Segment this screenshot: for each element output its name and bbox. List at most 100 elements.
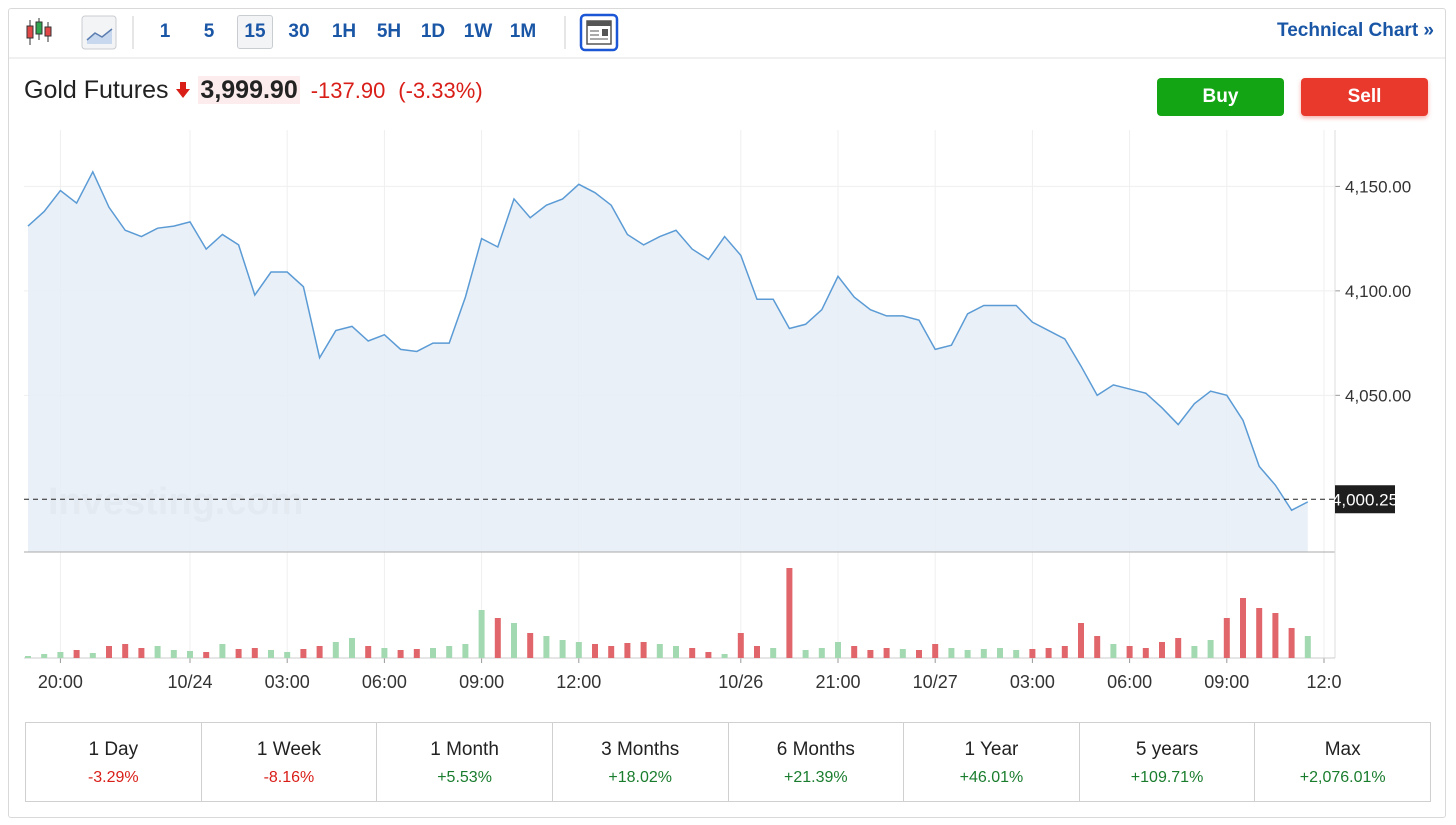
volume-bar — [89, 653, 96, 658]
volume-bar — [219, 644, 226, 658]
volume-bar — [413, 649, 420, 658]
layout-icon[interactable] — [579, 13, 619, 52]
volume-bar — [948, 648, 955, 658]
volume-bar — [656, 644, 663, 658]
volume-bar — [835, 642, 841, 658]
volume-bar — [559, 640, 566, 658]
volume-bar — [1175, 638, 1182, 658]
volume-bar — [608, 646, 615, 658]
performance-cell[interactable]: 6 Months +21.39% — [729, 723, 905, 801]
interval-button[interactable]: 5 — [203, 21, 215, 42]
volume-bar — [997, 648, 1003, 658]
performance-cell[interactable]: 1 Year +46.01% — [904, 723, 1080, 801]
performance-cell[interactable]: 1 Month +5.53% — [377, 723, 553, 801]
volume-bar — [446, 646, 453, 658]
volume-bar — [575, 642, 582, 658]
volume-bar — [1094, 636, 1101, 658]
volume-bar — [138, 648, 145, 658]
performance-cell[interactable]: 3 Months +18.02% — [553, 723, 729, 801]
volume-bar — [543, 636, 550, 658]
volume-bar — [235, 649, 242, 658]
interval-button[interactable]: 1H — [331, 21, 357, 42]
y-tick-label: 4,050.00 — [1345, 386, 1411, 405]
volume-bar — [1029, 649, 1036, 658]
volume-bar — [802, 650, 809, 658]
widget — [8, 8, 1446, 818]
candlestick-icon[interactable] — [26, 18, 52, 45]
volume-bar — [462, 644, 469, 658]
volume-bar — [964, 650, 971, 658]
volume-bar — [1288, 628, 1295, 658]
x-tick-label: 06:00 — [362, 672, 407, 692]
volume-bar — [251, 648, 258, 658]
price-chart: 20:00 10/24 03:00 06:00 09:00 12:00 10/26 21:00… — [24, 130, 1411, 692]
period-change: -8.16% — [263, 769, 315, 786]
volume-bar — [1126, 646, 1133, 658]
volume-bar — [268, 650, 274, 658]
sell-button[interactable]: Sell — [1301, 78, 1428, 116]
y-tick-label: 4,150.00 — [1345, 177, 1411, 196]
volume-bar — [122, 644, 129, 658]
performance-cell[interactable]: 1 Week -8.16% — [202, 723, 378, 801]
volume-bar — [689, 648, 696, 658]
volume-bar — [1223, 618, 1230, 658]
volume-bar — [1110, 644, 1117, 658]
interval-button[interactable]: 1W — [463, 21, 493, 42]
volume-bar — [883, 648, 890, 658]
period-label: 1 Month — [430, 739, 499, 760]
volume-bar — [106, 646, 112, 658]
volume-bar — [494, 618, 501, 658]
y-tick-label: 4,100.00 — [1345, 282, 1411, 301]
period-label: 1 Week — [256, 739, 321, 760]
volume-bar — [1240, 598, 1246, 658]
x-tick-label: 12:0 — [1306, 672, 1341, 692]
volume-bar — [932, 644, 939, 658]
volume-bar — [73, 650, 80, 658]
price-change-percent: (-3.33%) — [398, 78, 483, 103]
volume-bar — [721, 654, 728, 658]
period-label: 6 Months — [776, 739, 855, 760]
buy-button[interactable]: Buy — [1157, 78, 1284, 116]
down-arrow — [176, 82, 191, 98]
interval-button[interactable]: 1 — [159, 21, 171, 42]
volume-bar — [851, 646, 858, 658]
volume-bar — [737, 633, 744, 658]
toolbar-icons — [9, 13, 1445, 59]
volume-bar — [1061, 646, 1068, 658]
volume-bar — [381, 648, 388, 658]
interval-button[interactable]: 30 — [288, 21, 310, 42]
performance-cell[interactable]: 5 years +109.71% — [1080, 723, 1256, 801]
volume-bar — [640, 642, 647, 658]
technical-chart-link[interactable]: Technical Chart » — [1277, 20, 1434, 41]
x-tick-label: 03:00 — [265, 672, 310, 692]
x-tick-label: 10/24 — [167, 672, 212, 692]
period-change: +5.53% — [437, 769, 492, 786]
instrument-name: Gold Futures — [24, 76, 169, 104]
period-label: 1 Year — [964, 739, 1019, 760]
line-chart-icon[interactable] — [81, 15, 117, 50]
volume-bar — [511, 623, 517, 658]
interval-button[interactable]: 15 — [237, 15, 273, 49]
volume-bar — [203, 652, 210, 658]
performance-cell[interactable]: Max +2,076.01% — [1255, 723, 1430, 801]
period-change: +2,076.01% — [1299, 769, 1386, 786]
volume-bar — [770, 648, 777, 658]
period-change: +21.39% — [784, 769, 848, 786]
volume-bar — [1142, 648, 1149, 658]
interval-button[interactable]: 1D — [420, 21, 446, 42]
performance-cell[interactable]: 1 Day -3.29% — [26, 723, 202, 801]
period-change: +18.02% — [608, 769, 672, 786]
volume-bar — [527, 633, 534, 658]
volume-bar — [916, 650, 922, 658]
x-tick-label: 09:00 — [459, 672, 504, 692]
volume-bar — [284, 652, 291, 658]
volume-bar — [349, 638, 355, 658]
volume-bar — [818, 648, 825, 658]
interval-button[interactable]: 1M — [509, 21, 537, 42]
interval-button[interactable]: 5H — [376, 21, 402, 42]
x-tick-label: 10/27 — [913, 672, 958, 692]
volume-bar — [170, 650, 177, 658]
volume-bar — [187, 651, 193, 658]
volume-bar — [1191, 646, 1198, 658]
